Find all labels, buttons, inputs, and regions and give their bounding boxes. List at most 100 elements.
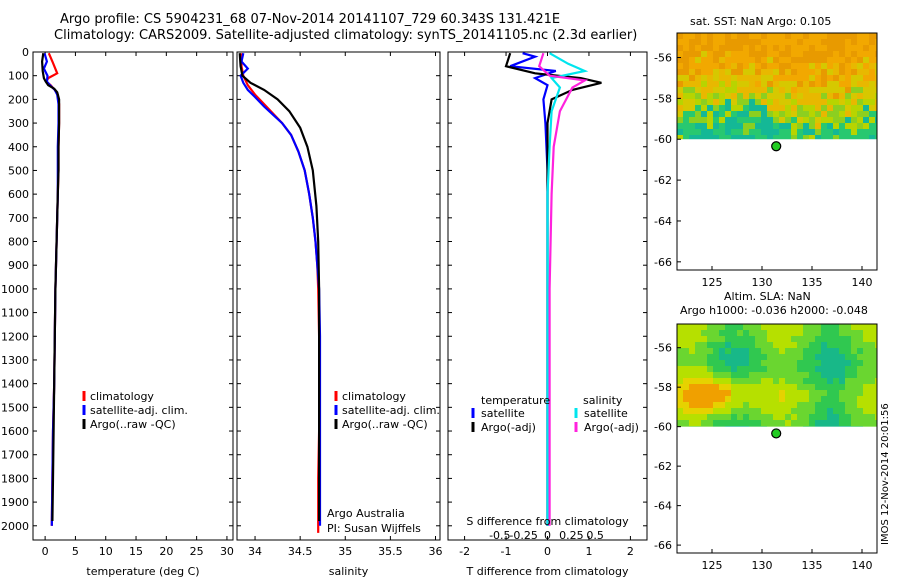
sst-map-cell	[719, 135, 725, 140]
sst-map-cell	[809, 45, 815, 51]
sla-map-cell	[761, 390, 767, 396]
sla-map-cell	[683, 408, 689, 414]
sst-map-cell	[695, 111, 701, 117]
sst-map-cell	[779, 39, 785, 45]
temperature-xtick-label: 20	[159, 545, 173, 558]
sla-map-cell	[815, 342, 821, 348]
sst-map-cell	[779, 45, 785, 51]
sst-map-cell	[677, 39, 683, 45]
sst-map-cell	[863, 87, 869, 93]
sst-map-cell	[797, 99, 803, 105]
sst-map-cell	[683, 93, 689, 99]
sla-map-cell	[875, 420, 877, 426]
sla-map-cell	[797, 396, 803, 402]
sla-map-cell	[845, 402, 851, 408]
sst-map-cell	[845, 57, 851, 63]
sst-map-cell	[725, 57, 731, 63]
sst-map-cell	[695, 87, 701, 93]
sla-map-cell	[785, 336, 791, 342]
sla-map-cell	[821, 420, 827, 426]
sst-map-cell	[695, 63, 701, 69]
sla-map-cell	[761, 408, 767, 414]
sla-map-cell	[719, 336, 725, 342]
sst-map-cell	[779, 69, 785, 75]
sla-map-cell	[869, 324, 875, 330]
sla-map-cell	[809, 378, 815, 384]
sla-map-cell	[743, 336, 749, 342]
sst-map-cell	[701, 111, 707, 117]
sla-map-cell	[719, 390, 725, 396]
sla-map-cell	[839, 342, 845, 348]
sla-map-cell	[851, 372, 857, 378]
sla-map-cell	[845, 330, 851, 336]
sst-map-cell	[863, 135, 869, 140]
sla-map-cell	[683, 384, 689, 390]
sla-map-cell	[875, 414, 877, 420]
sst-map-cell	[761, 111, 767, 117]
sla-map-cell	[851, 330, 857, 336]
sst-map-cell	[713, 117, 719, 123]
sst-map-cell	[743, 105, 749, 111]
sst-map-cell	[851, 123, 857, 129]
sst-map-cell	[707, 69, 713, 75]
sla-map-cell	[797, 366, 803, 372]
sla-map-cell	[731, 366, 737, 372]
sst-map-cell	[695, 99, 701, 105]
sst-map-cell	[863, 63, 869, 69]
sst-map-cell	[857, 81, 863, 87]
sst-map-cell	[845, 105, 851, 111]
difference-legend-label: Argo(-adj)	[481, 421, 536, 434]
sst-map-cell	[833, 135, 839, 140]
sst-map-cell	[761, 45, 767, 51]
sst-map-cell	[725, 51, 731, 57]
sst-map-ytick-label: -62	[654, 174, 672, 187]
sla-map-cell	[749, 390, 755, 396]
sst-map-cell	[773, 87, 779, 93]
sla-map-cell	[683, 330, 689, 336]
sla-map-cell	[809, 360, 815, 366]
sst-map-xtick-label: 135	[802, 276, 823, 289]
sla-map-cell	[845, 396, 851, 402]
sla-map-cell	[827, 354, 833, 360]
sla-map-cell	[713, 354, 719, 360]
sla-map-cell	[815, 426, 821, 427]
sst-map-cell	[851, 45, 857, 51]
sla-map-cell	[773, 372, 779, 378]
sst-map-cell	[731, 57, 737, 63]
sst-map-cell	[683, 45, 689, 51]
sst-map-cell	[797, 117, 803, 123]
sla-map-cell	[821, 330, 827, 336]
sla-map-cell	[743, 324, 749, 330]
sla-map-cell	[791, 372, 797, 378]
sst-map-cell	[857, 129, 863, 135]
sla-map-cell	[857, 372, 863, 378]
temperature-xtick-label: 5	[72, 545, 79, 558]
sla-map-cell	[707, 366, 713, 372]
sst-map-cell	[767, 75, 773, 81]
sst-map-cell	[743, 111, 749, 117]
sla-map-cell	[779, 426, 785, 427]
sla-map-field	[677, 324, 877, 427]
sst-map-cell	[749, 87, 755, 93]
difference-xtick-label: -1	[501, 545, 512, 558]
difference-xtick-label: 1	[585, 545, 592, 558]
sla-map-cell	[869, 336, 875, 342]
sla-map-cell	[839, 330, 845, 336]
sst-map-cell	[731, 69, 737, 75]
sst-map-cell	[797, 63, 803, 69]
sst-map-cell	[809, 117, 815, 123]
sla-map-cell	[773, 342, 779, 348]
sst-map-cell	[779, 33, 785, 39]
sla-map-cell	[719, 408, 725, 414]
sst-map-cell	[713, 63, 719, 69]
legend-temperature-title: temperature	[481, 394, 550, 407]
sla-map-cell	[809, 372, 815, 378]
sst-map-cell	[815, 75, 821, 81]
sla-map-ytick-label: -58	[654, 381, 672, 394]
sst-map-cell	[803, 63, 809, 69]
sst-map-cell	[869, 39, 875, 45]
sla-map-cell	[851, 396, 857, 402]
sla-map-cell	[743, 354, 749, 360]
sst-map-cell	[845, 129, 851, 135]
sst-map-cell	[845, 81, 851, 87]
